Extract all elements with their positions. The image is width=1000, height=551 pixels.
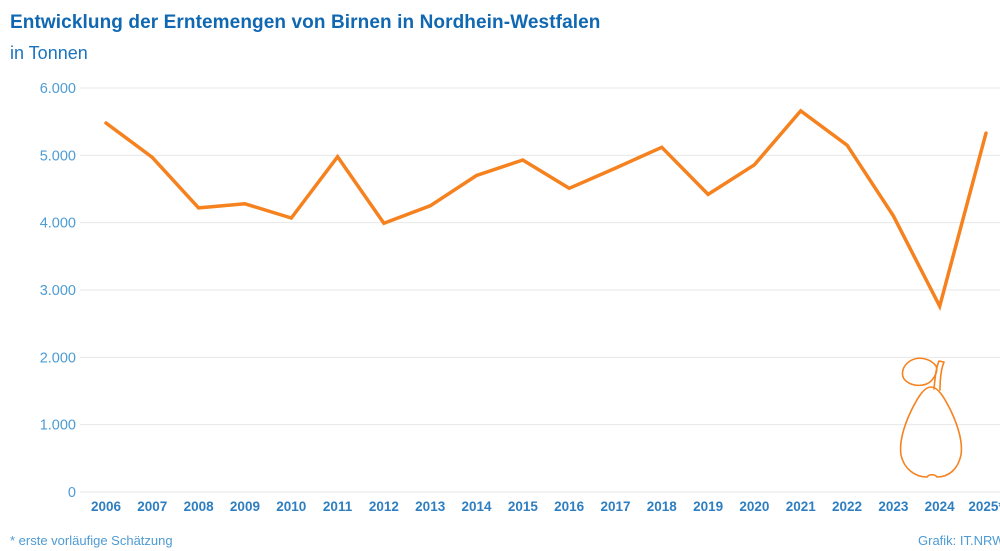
credit: Grafik: IT.NRW <box>918 533 1000 548</box>
x-axis-label: 2009 <box>230 499 260 514</box>
y-axis-label: 6.000 <box>40 81 76 97</box>
x-axis-label: 2011 <box>323 499 353 514</box>
x-axis-label: 2025* <box>968 499 1000 514</box>
x-axis-label: 2023 <box>878 499 909 514</box>
y-axis-label: 0 <box>68 485 76 501</box>
x-axis-label: 2014 <box>462 499 493 514</box>
y-axis-label: 1.000 <box>40 418 76 434</box>
pear-icon <box>899 357 963 478</box>
pear-leaf <box>901 357 938 387</box>
y-axis-label: 5.000 <box>40 148 76 164</box>
x-axis-label: 2015 <box>508 499 539 514</box>
x-axis-label: 2013 <box>415 499 446 514</box>
y-axis-label: 4.000 <box>40 216 76 232</box>
x-axis-label: 2008 <box>184 499 215 514</box>
x-axis-label: 2020 <box>739 499 769 514</box>
x-axis-labels: 2006 2007 2008 2009 2010 2011 2012 2013 2014 2015… <box>91 499 1000 514</box>
chart-title: Entwicklung der Erntemengen von Birnen i… <box>10 12 601 33</box>
gridlines <box>80 87 1000 493</box>
x-axis-label: 2010 <box>276 499 306 514</box>
x-axis-label: 2012 <box>369 499 399 514</box>
x-axis-label: 2018 <box>647 499 678 514</box>
pear-stem <box>933 360 945 391</box>
x-axis-label: 2007 <box>137 499 167 514</box>
harvest-line-series <box>104 108 988 312</box>
x-axis-label: 2006 <box>91 499 122 514</box>
x-axis-label: 2019 <box>693 499 723 514</box>
x-axis-label: 2022 <box>832 499 862 514</box>
chart-subtitle: in Tonnen <box>10 43 88 63</box>
y-axis-labels: 0 1.000 2.000 3.000 4.000 5.000 6.000 <box>40 81 76 501</box>
footnote: * erste vorläufige Schätzung <box>10 533 173 548</box>
x-axis-label: 2017 <box>600 499 630 514</box>
pear-body <box>899 386 963 478</box>
y-axis-label: 2.000 <box>40 350 76 366</box>
x-axis-label: 2024 <box>925 499 956 514</box>
x-axis-label: 2016 <box>554 499 585 514</box>
y-axis-label: 3.000 <box>40 283 76 299</box>
x-axis-label: 2021 <box>786 499 817 514</box>
